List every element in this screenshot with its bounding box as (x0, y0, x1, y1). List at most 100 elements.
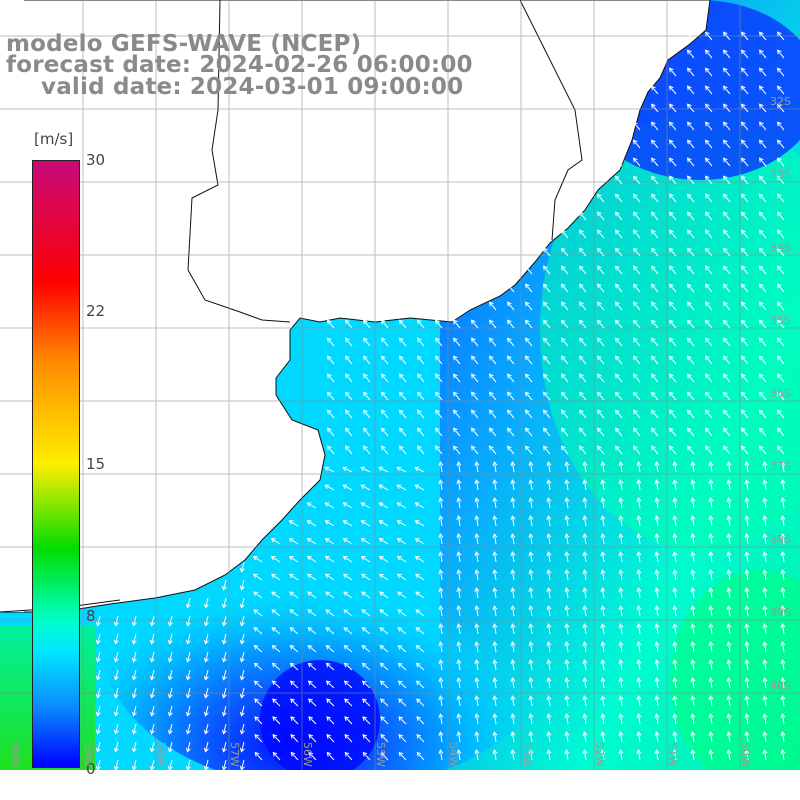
wind-arrow-head (95, 621, 101, 627)
wind-arrow (723, 31, 731, 41)
wind-arrow (709, 750, 713, 761)
wind-arrow (687, 409, 695, 419)
wind-arrow (637, 552, 641, 563)
wind-arrow (439, 588, 443, 599)
wind-arrow-head (474, 461, 480, 466)
wind-arrow (475, 588, 479, 599)
wind-arrow (741, 49, 749, 59)
wind-arrow (543, 355, 551, 365)
wind-arrow (397, 520, 407, 527)
wind-arrow-head (704, 67, 710, 73)
wind-arrow (457, 678, 461, 689)
wind-arrow (579, 301, 587, 311)
wind-arrow-head (654, 461, 660, 466)
wind-arrow-head (308, 751, 314, 757)
wind-arrow (543, 265, 551, 275)
wind-arrow-head (546, 605, 552, 610)
wind-arrow (633, 427, 641, 437)
wind-arrow-head (344, 733, 350, 739)
wind-arrow-head (740, 409, 746, 415)
lat-label: 33S (770, 168, 791, 181)
wind-arrow (601, 498, 605, 509)
wind-arrow-head (474, 497, 480, 502)
wind-arrow (777, 211, 785, 221)
wind-arrow (741, 409, 749, 419)
wind-arrow-head (528, 533, 534, 538)
wind-arrow (615, 355, 623, 365)
wind-arrow-head (690, 677, 696, 682)
wind-arrow (241, 723, 245, 734)
wind-arrow-head (596, 445, 602, 451)
wind-arrow (691, 624, 695, 635)
wind-arrow (691, 462, 695, 473)
wind-arrow (253, 591, 263, 599)
wind-arrow (529, 624, 533, 635)
wind-arrow-head (470, 445, 476, 451)
wind-arrow-head (632, 445, 638, 451)
wind-arrow (759, 85, 767, 95)
wind-arrow-head (239, 765, 245, 771)
wind-arrow-head (434, 391, 440, 397)
wind-arrow (457, 642, 461, 653)
wind-arrow (651, 319, 659, 329)
wind-arrow (637, 570, 641, 581)
wind-arrow-head (704, 49, 710, 55)
wind-arrow-head (307, 591, 312, 596)
wind-arrow-head (744, 731, 750, 736)
wind-arrow (619, 534, 623, 545)
wind-arrow-head (167, 747, 173, 753)
wind-arrow (379, 573, 389, 581)
wind-arrow (745, 498, 749, 509)
wind-arrow (655, 552, 659, 563)
wind-arrow-head (564, 515, 570, 520)
wind-arrow-head (744, 659, 750, 664)
wind-arrow-head (326, 373, 332, 379)
wind-arrow (597, 445, 605, 455)
wind-arrow-head (578, 445, 584, 451)
wind-arrow (254, 716, 263, 725)
wind-arrow-head (650, 193, 656, 199)
wind-arrow (705, 67, 713, 77)
wind-arrow (759, 157, 767, 167)
wind-arrow (169, 633, 173, 644)
wind-arrow (511, 588, 515, 599)
wind-arrow (397, 627, 407, 635)
wind-arrow-head (272, 698, 277, 704)
wind-arrow (687, 229, 695, 239)
wind-arrow-head (632, 193, 638, 199)
wind-arrow-head (708, 515, 714, 520)
wind-arrow (777, 175, 785, 185)
wind-arrow (399, 409, 407, 419)
wind-arrow (169, 669, 173, 680)
wind-arrow-head (326, 409, 332, 415)
wind-arrow-head (636, 623, 642, 628)
wind-arrow (651, 211, 659, 221)
wind-arrow (781, 462, 785, 473)
wind-arrow (254, 680, 263, 689)
wind-arrow (601, 678, 605, 689)
wind-arrow-head (438, 731, 444, 736)
wind-arrow (547, 660, 551, 671)
wind-arrow (380, 680, 389, 689)
wind-arrow-head (506, 391, 512, 397)
wind-arrow (205, 651, 209, 662)
wind-arrow (691, 732, 695, 743)
wind-arrow-head (524, 355, 530, 361)
wind-arrow-head (560, 283, 566, 289)
wind-arrow-head (560, 337, 566, 343)
wind-arrow (439, 678, 443, 689)
wind-arrow-head (722, 49, 728, 55)
wind-arrow-head (506, 319, 512, 325)
wind-arrow-head (668, 193, 674, 199)
wind-arrow-head (758, 121, 764, 127)
colorbar-tick: 15 (86, 455, 106, 473)
wind-arrow (253, 645, 263, 653)
wind-arrow-head (636, 713, 642, 718)
wind-arrow (579, 355, 587, 365)
wind-arrow (241, 669, 245, 680)
wind-arrow (187, 669, 191, 680)
wind-arrow-head (740, 67, 746, 73)
wind-arrow (547, 696, 551, 707)
wind-arrow (511, 480, 515, 491)
